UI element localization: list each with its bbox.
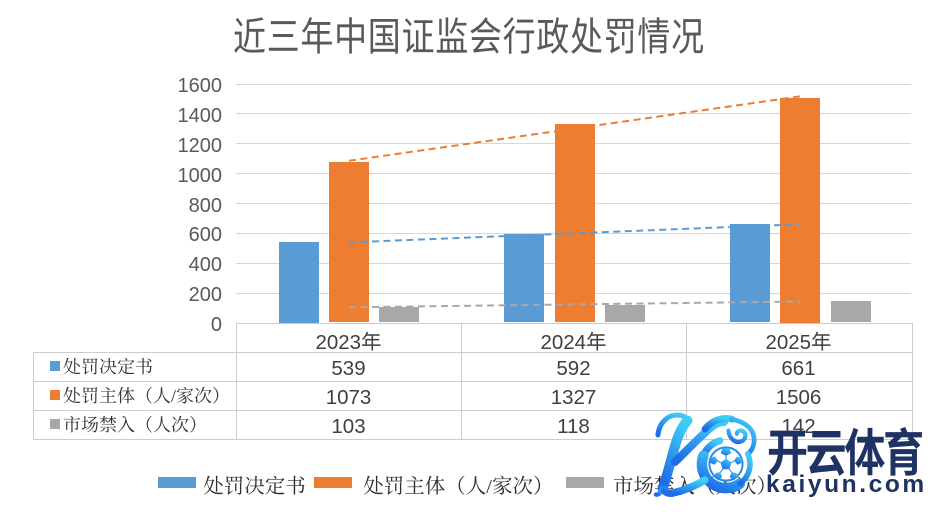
- svg-text:开云体育: 开云体育: [767, 413, 922, 487]
- svg-text:kaiyun.com: kaiyun.com: [766, 471, 927, 498]
